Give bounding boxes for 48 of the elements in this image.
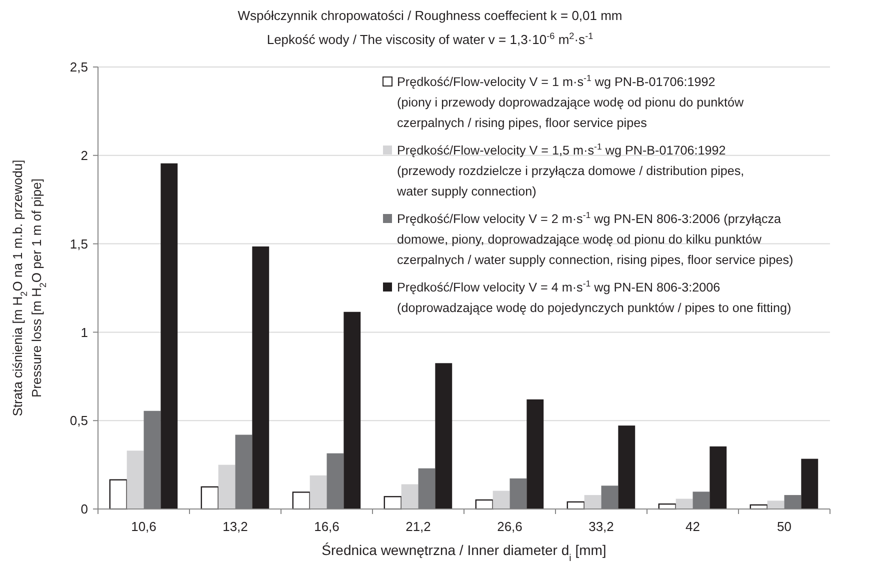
bar <box>435 363 452 509</box>
chart-subtitle: Lepkość wody / The viscosity of water v = 1,3·10$^{-6}$ m$^{2}$·s$^{-1}$ <box>266 31 594 47</box>
x-tick-label: 42 <box>686 519 700 534</box>
bar <box>344 312 361 509</box>
x-tick-label: 50 <box>777 519 792 534</box>
bar <box>526 399 544 509</box>
x-tick-label: 10,6 <box>131 519 156 534</box>
legend-label: Prędkość/Flow-velocity V = 1,5 m·s$^{-1}$ wg PN-B-01706:1992 (przewody rozdzielcze i przyłącza domowe / distribution pipes, water supply connection) <box>396 142 744 198</box>
bar <box>418 468 436 509</box>
bar <box>692 492 710 509</box>
y-tick-label: 1,5 <box>70 236 88 252</box>
bar <box>618 426 636 509</box>
bar <box>326 453 344 509</box>
x-tick-label: 13,2 <box>222 519 248 534</box>
y-tick-label: 2 <box>80 148 88 163</box>
x-tick-label: 33,2 <box>588 519 614 534</box>
legend-label: Prędkość/Flow velocity V = 2 m·s$^{-1}$ wg PN-EN 806-3:2006 (przyłącza domowe, piony, doprowadzające wodę od pionu do kilku punktów czerpalnych / water supply connection, rising pipes, floor service pipes) <box>397 210 794 267</box>
bar <box>767 500 784 509</box>
y-tick-label: 2,5 <box>70 60 88 75</box>
bar <box>235 434 252 509</box>
y-tick-label: 1 <box>80 324 88 340</box>
bar <box>510 478 527 509</box>
bar <box>584 495 602 509</box>
bar <box>200 486 219 510</box>
bar <box>218 464 236 509</box>
y-tick-label: 0,5 <box>70 413 88 428</box>
bar <box>160 163 178 509</box>
bar <box>492 490 510 509</box>
bar <box>292 492 310 510</box>
legend-label: Prędkość/Flow-velocity V = 1 m·s$^{-1}$ wg PN-B-01706:1992 (piony i przewody doprowadzające wodę od pionu do punktów czerpalnych / rising pipes, floor service pipes <box>397 73 744 130</box>
chart-title: Współczynnik chropowatości / Roughness coeffecient k = 0,01 mm <box>238 8 622 23</box>
bar <box>601 486 618 509</box>
bar <box>144 410 161 509</box>
bar <box>710 446 727 509</box>
bar <box>801 458 818 509</box>
bar <box>401 484 418 509</box>
bar <box>310 475 327 509</box>
bar <box>252 246 270 509</box>
x-tick-label: 16,6 <box>314 519 340 534</box>
bar <box>784 495 802 509</box>
x-axis-title: Średnica wewnętrzna / Inner diameter d$_{i}$ [mm] <box>322 542 606 564</box>
bar <box>126 450 144 509</box>
y-tick-label: 0 <box>80 502 88 517</box>
bar <box>109 479 128 510</box>
x-tick-label: 26,6 <box>497 519 522 534</box>
x-tick-label: 21,2 <box>406 519 431 534</box>
bar <box>676 498 693 509</box>
legend-label: Prędkość/Flow velocity V = 4 m·s$^{-1}$ wg PN-EN 806-3:2006 (doprowadzające wodę do pojedynczych punktów / pipes to one fitting) <box>397 278 792 315</box>
